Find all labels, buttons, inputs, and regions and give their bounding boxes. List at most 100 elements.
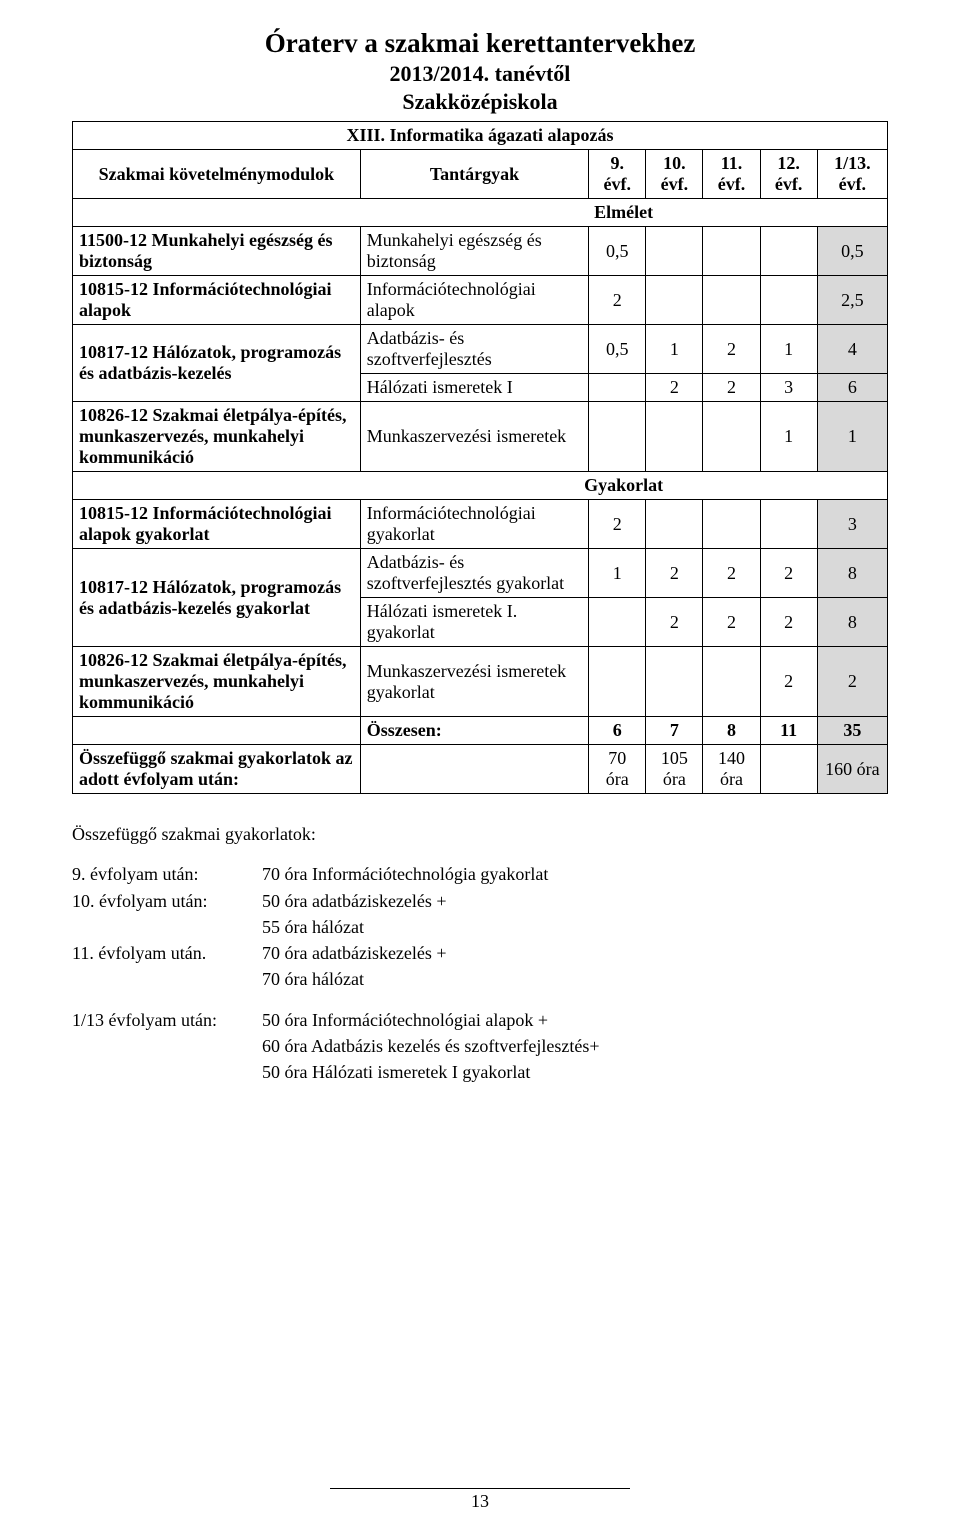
totals-cell: 8 bbox=[703, 717, 760, 745]
value-cell: 8 bbox=[817, 598, 887, 647]
value-cell: 2 bbox=[760, 549, 817, 598]
after-label: 11. évfolyam után. bbox=[72, 941, 262, 965]
table-row: 10815-12 Információtechnológiai alapok g… bbox=[73, 500, 888, 549]
header-subjects: Tantárgyak bbox=[360, 150, 588, 199]
after-label: 1/13 évfolyam után: bbox=[72, 1008, 262, 1032]
header-modules: Szakmai követelménymodulok bbox=[73, 150, 361, 199]
header-grade-12: 12. évf. bbox=[760, 150, 817, 199]
value-cell bbox=[760, 276, 817, 325]
page-footer: 13 bbox=[0, 1488, 960, 1512]
subject-cell: Információtechnológiai gyakorlat bbox=[360, 500, 588, 549]
value-cell: 2 bbox=[703, 598, 760, 647]
value-cell: 1 bbox=[817, 402, 887, 472]
module-cell: 10826-12 Szakmai életpálya-építés, munka… bbox=[73, 647, 361, 717]
subject-cell: Munkaszervezési ismeretek gyakorlat bbox=[360, 647, 588, 717]
after-value: 55 óra hálózat bbox=[262, 915, 888, 939]
value-cell bbox=[760, 500, 817, 549]
attached-practice-row: Összefüggő szakmai gyakorlatok az adott … bbox=[73, 745, 888, 794]
header-grade-9: 9. évf. bbox=[589, 150, 646, 199]
value-cell: 2 bbox=[703, 549, 760, 598]
attached-cell: 140 óra bbox=[703, 745, 760, 794]
value-cell: 1 bbox=[589, 549, 646, 598]
subject-cell: Információtechnológiai alapok bbox=[360, 276, 588, 325]
value-cell: 1 bbox=[760, 402, 817, 472]
value-cell bbox=[703, 276, 760, 325]
after-list-13: 1/13 évfolyam után: 50 óra Információtec… bbox=[72, 1008, 888, 1085]
value-cell: 2 bbox=[760, 647, 817, 717]
banner-row: XIII. Informatika ágazati alapozás bbox=[73, 122, 888, 150]
header-grade-13: 1/13. évf. bbox=[817, 150, 887, 199]
totals-cell: 35 bbox=[817, 717, 887, 745]
value-cell: 2 bbox=[703, 374, 760, 402]
totals-label: Összesen: bbox=[360, 717, 588, 745]
value-cell: 3 bbox=[760, 374, 817, 402]
after-heading: Összefüggő szakmai gyakorlatok: bbox=[72, 822, 888, 846]
header-grade-11: 11. évf. bbox=[703, 150, 760, 199]
value-cell bbox=[646, 402, 703, 472]
module-cell: 10815-12 Információtechnológiai alapok g… bbox=[73, 500, 361, 549]
section-practice-left bbox=[73, 472, 361, 500]
value-cell bbox=[703, 227, 760, 276]
value-cell bbox=[646, 276, 703, 325]
attached-empty bbox=[360, 745, 588, 794]
page-number: 13 bbox=[471, 1491, 489, 1511]
module-cell: 10817-12 Hálózatok, programozás és adatb… bbox=[73, 549, 361, 647]
subject-cell: Munkahelyi egészség és biztonság bbox=[360, 227, 588, 276]
value-cell: 2 bbox=[817, 647, 887, 717]
table-row: 10826-12 Szakmai életpálya-építés, munka… bbox=[73, 402, 888, 472]
value-cell bbox=[646, 647, 703, 717]
value-cell bbox=[703, 500, 760, 549]
totals-cell: 7 bbox=[646, 717, 703, 745]
attached-label: Összefüggő szakmai gyakorlatok az adott … bbox=[73, 745, 361, 794]
after-value: 70 óra Információtechnológia gyakorlat bbox=[262, 862, 888, 886]
value-cell: 2 bbox=[646, 374, 703, 402]
footer-rule bbox=[330, 1488, 630, 1489]
after-label: 9. évfolyam után: bbox=[72, 862, 262, 886]
value-cell bbox=[589, 402, 646, 472]
table-row: 10815-12 Információtechnológiai alapok I… bbox=[73, 276, 888, 325]
value-cell: 1 bbox=[760, 325, 817, 374]
subject-cell: Hálózati ismeretek I. gyakorlat bbox=[360, 598, 588, 647]
subject-cell: Munkaszervezési ismeretek bbox=[360, 402, 588, 472]
after-value: 70 óra adatbáziskezelés + bbox=[262, 941, 888, 965]
after-value: 70 óra hálózat bbox=[262, 967, 888, 991]
value-cell: 8 bbox=[817, 549, 887, 598]
value-cell: 3 bbox=[817, 500, 887, 549]
value-cell: 2 bbox=[646, 598, 703, 647]
totals-cell: 6 bbox=[589, 717, 646, 745]
after-value: 50 óra adatbáziskezelés + bbox=[262, 889, 888, 913]
section-practice-label: Gyakorlat bbox=[360, 472, 887, 500]
value-cell bbox=[646, 500, 703, 549]
table-row: 10826-12 Szakmai életpálya-építés, munka… bbox=[73, 647, 888, 717]
subtitle-year: 2013/2014. tanévtől bbox=[72, 61, 888, 87]
value-cell: 0,5 bbox=[589, 325, 646, 374]
table-row: 11500-12 Munkahelyi egészség és biztonsá… bbox=[73, 227, 888, 276]
value-cell: 2,5 bbox=[817, 276, 887, 325]
after-value: 50 óra Hálózati ismeretek I gyakorlat bbox=[262, 1060, 888, 1084]
value-cell bbox=[703, 647, 760, 717]
value-cell: 2 bbox=[589, 500, 646, 549]
value-cell: 2 bbox=[646, 549, 703, 598]
value-cell bbox=[589, 598, 646, 647]
value-cell: 2 bbox=[760, 598, 817, 647]
attached-cell bbox=[760, 745, 817, 794]
value-cell: 2 bbox=[589, 276, 646, 325]
subject-cell: Adatbázis- és szoftverfejlesztés gyakorl… bbox=[360, 549, 588, 598]
table-row: 10817-12 Hálózatok, programozás és adatb… bbox=[73, 549, 888, 598]
value-cell bbox=[589, 647, 646, 717]
attached-cell: 105 óra bbox=[646, 745, 703, 794]
after-value: 60 óra Adatbázis kezelés és szoftverfejl… bbox=[262, 1034, 888, 1058]
after-list: 9. évfolyam után: 70 óra Információtechn… bbox=[72, 862, 888, 991]
table-row: 10817-12 Hálózatok, programozás és adatb… bbox=[73, 325, 888, 374]
subject-cell: Hálózati ismeretek I bbox=[360, 374, 588, 402]
module-cell: 10826-12 Szakmai életpálya-építés, munka… bbox=[73, 402, 361, 472]
after-value: 50 óra Információtechnológiai alapok + bbox=[262, 1008, 888, 1032]
value-cell: 4 bbox=[817, 325, 887, 374]
attached-cell: 160 óra bbox=[817, 745, 887, 794]
value-cell: 0,5 bbox=[589, 227, 646, 276]
subtitle-school: Szakközépiskola bbox=[72, 89, 888, 115]
value-cell bbox=[703, 402, 760, 472]
module-cell: 10815-12 Információtechnológiai alapok bbox=[73, 276, 361, 325]
totals-empty bbox=[73, 717, 361, 745]
value-cell: 6 bbox=[817, 374, 887, 402]
